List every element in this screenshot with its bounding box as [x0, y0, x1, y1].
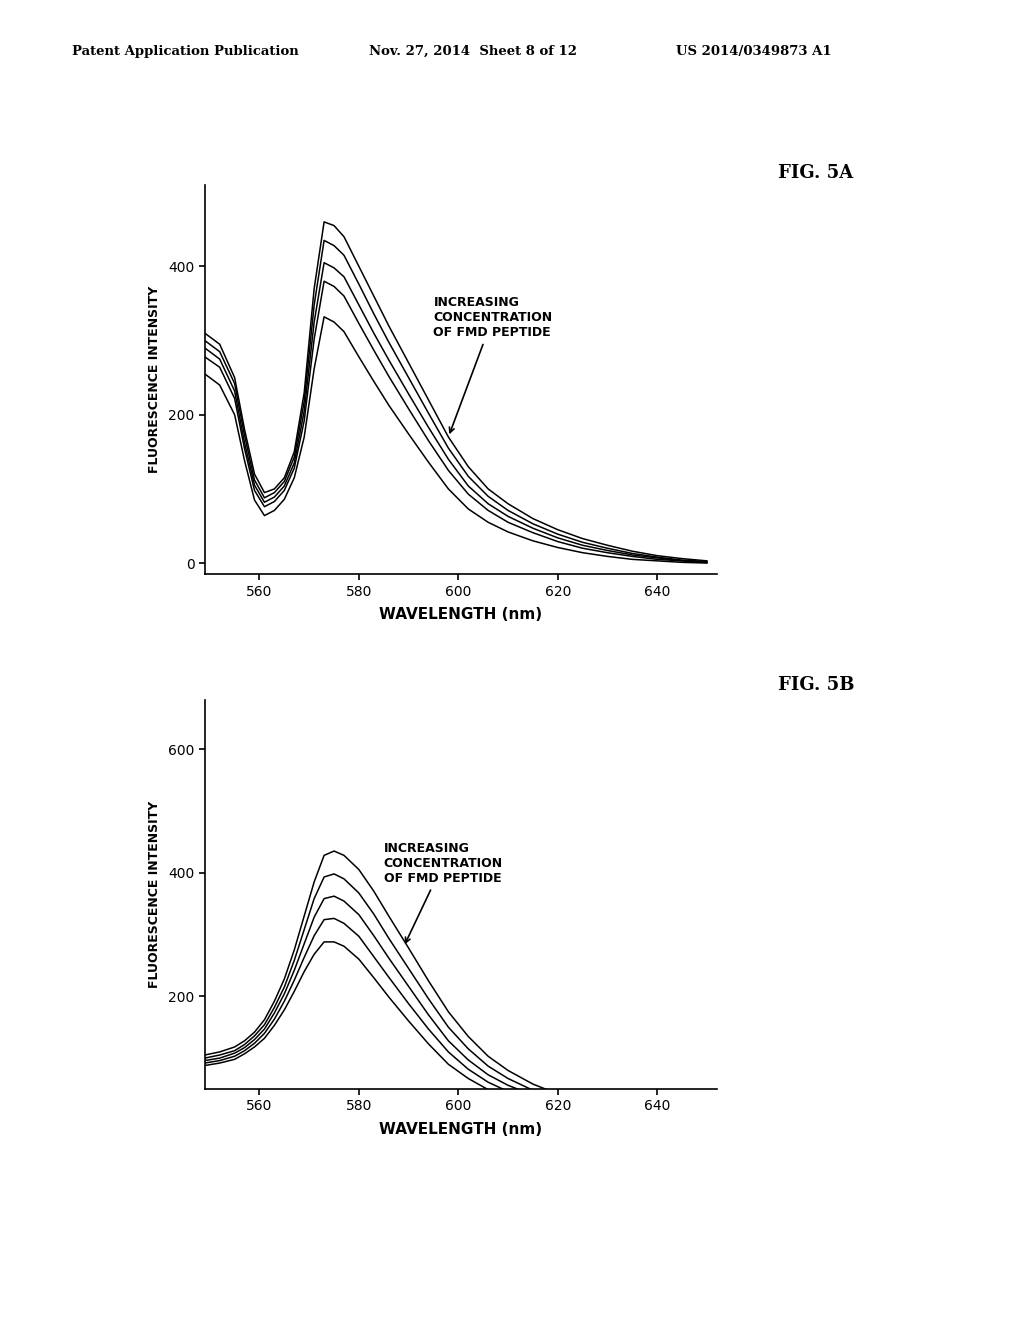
Text: Nov. 27, 2014  Sheet 8 of 12: Nov. 27, 2014 Sheet 8 of 12 [369, 45, 577, 58]
X-axis label: WAVELENGTH (nm): WAVELENGTH (nm) [379, 1122, 543, 1137]
Y-axis label: FLUORESCENCE INTENSITY: FLUORESCENCE INTENSITY [148, 801, 161, 987]
Y-axis label: FLUORESCENCE INTENSITY: FLUORESCENCE INTENSITY [148, 286, 161, 473]
Text: INCREASING
CONCENTRATION
OF FMD PEPTIDE: INCREASING CONCENTRATION OF FMD PEPTIDE [384, 842, 503, 942]
Text: INCREASING
CONCENTRATION
OF FMD PEPTIDE: INCREASING CONCENTRATION OF FMD PEPTIDE [433, 296, 553, 433]
Text: FIG. 5A: FIG. 5A [778, 164, 853, 182]
X-axis label: WAVELENGTH (nm): WAVELENGTH (nm) [379, 607, 543, 622]
Text: Patent Application Publication: Patent Application Publication [72, 45, 298, 58]
Text: FIG. 5B: FIG. 5B [778, 676, 855, 694]
Text: US 2014/0349873 A1: US 2014/0349873 A1 [676, 45, 831, 58]
